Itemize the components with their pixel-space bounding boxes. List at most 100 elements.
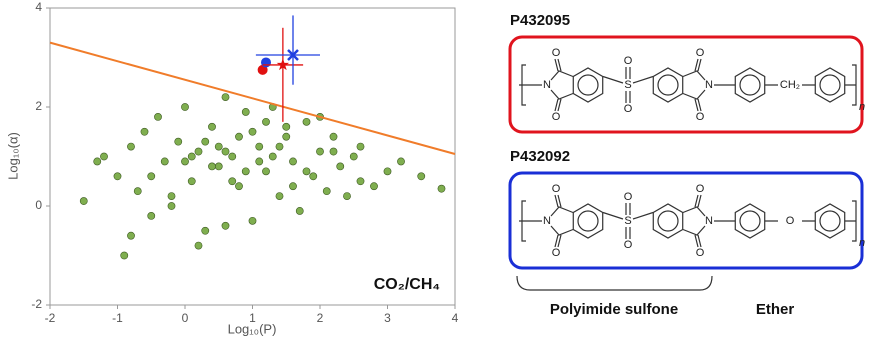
plot-frame <box>49 7 456 306</box>
scatter-point <box>309 172 318 181</box>
scatter-point <box>248 216 257 225</box>
scatter-point <box>289 182 297 191</box>
linker-label: O <box>786 215 795 227</box>
bond <box>682 194 706 248</box>
scatter-point <box>221 221 230 230</box>
bond <box>845 64 857 106</box>
scatter-point <box>349 152 358 161</box>
scatter-point <box>154 113 162 121</box>
scatter-point <box>228 177 237 186</box>
group-label: Polyimide sulfone <box>550 301 678 318</box>
ring <box>572 203 604 239</box>
scatter-point <box>228 152 237 161</box>
atom-label: O <box>696 247 705 259</box>
atom-label: O <box>624 103 633 115</box>
highlight-point <box>287 49 299 61</box>
scatter-point <box>248 127 257 136</box>
y-tick-label: 4 <box>35 0 42 14</box>
scatter-point <box>302 167 311 176</box>
scatter-point <box>282 122 291 131</box>
highlight-point <box>257 64 268 75</box>
ring <box>814 203 846 239</box>
atom-label: S <box>624 215 631 227</box>
annotation: CO₂/CH₄ <box>374 276 440 293</box>
x-tick-label: -2 <box>45 311 56 325</box>
scatter-point <box>262 117 270 126</box>
linker-label: CH₂ <box>780 79 800 91</box>
scatter-point <box>201 137 210 146</box>
scatter-point <box>275 142 284 151</box>
ring <box>572 67 604 103</box>
ring-inner <box>739 74 761 96</box>
y-tick-label: 2 <box>35 99 42 113</box>
scatter-point <box>262 167 270 176</box>
scatter-point <box>235 182 243 191</box>
polymer-id: P432092 <box>510 148 570 165</box>
ring-inner <box>819 210 841 232</box>
bond <box>550 194 574 248</box>
scatter-point <box>147 172 156 181</box>
ring <box>814 67 846 103</box>
scatter-point <box>397 157 405 166</box>
atom-label: O <box>624 191 633 203</box>
structure-box <box>508 35 864 134</box>
scatter-point <box>329 132 338 141</box>
atom-label: O <box>696 47 705 59</box>
scatter-point <box>275 192 284 200</box>
scatter-point <box>383 167 392 176</box>
x-tick-label: 4 <box>452 311 459 325</box>
scatter-point <box>167 202 176 210</box>
scatter-point <box>214 142 223 151</box>
scatter-point <box>93 157 102 166</box>
bond <box>845 200 857 242</box>
atom-label: O <box>624 55 633 67</box>
scatter-point <box>120 251 129 260</box>
ring-inner <box>739 210 761 232</box>
ring <box>652 67 684 103</box>
group-label: Ether <box>756 301 795 318</box>
scatter-point <box>214 162 223 171</box>
scatter-point <box>241 108 250 116</box>
scatter-point <box>133 187 142 196</box>
scatter-point <box>437 184 446 193</box>
scatter-point <box>302 117 311 126</box>
atom-label: O <box>696 183 705 195</box>
scatter-point <box>208 122 216 131</box>
scatter-point <box>241 167 250 176</box>
structure-box <box>508 171 864 270</box>
scatter-point <box>140 127 149 136</box>
ring-inner <box>577 74 599 96</box>
scatter-point <box>194 241 203 250</box>
scatter-point <box>113 172 122 181</box>
bond <box>682 58 706 112</box>
scatter-point <box>295 207 304 215</box>
upper-bound-line <box>49 41 456 155</box>
scatter-point <box>147 211 156 220</box>
ring <box>734 203 766 239</box>
scatter-point <box>282 132 291 141</box>
x-tick-label: 1 <box>249 311 256 325</box>
scatter-point <box>289 157 297 166</box>
x-tick-label: 3 <box>384 311 391 325</box>
bond <box>550 58 574 112</box>
scatter-point <box>174 137 183 146</box>
atom-label: N <box>543 79 551 91</box>
x-tick-label: 2 <box>317 311 324 325</box>
scatter-point <box>160 157 169 166</box>
ring-inner <box>657 210 679 232</box>
scatter-point <box>417 172 426 181</box>
scatter-point <box>322 187 331 196</box>
scatter-point <box>221 93 230 101</box>
scatter-point <box>336 162 345 171</box>
ring-inner <box>577 210 599 232</box>
ring <box>734 67 766 103</box>
atom-label: N <box>543 215 551 227</box>
scatter-point <box>127 142 135 151</box>
bond <box>519 64 542 106</box>
atom-label: N <box>705 215 713 227</box>
y-tick-label: 0 <box>35 198 42 212</box>
atom-label: S <box>624 79 631 91</box>
atom-label: N <box>705 79 713 91</box>
